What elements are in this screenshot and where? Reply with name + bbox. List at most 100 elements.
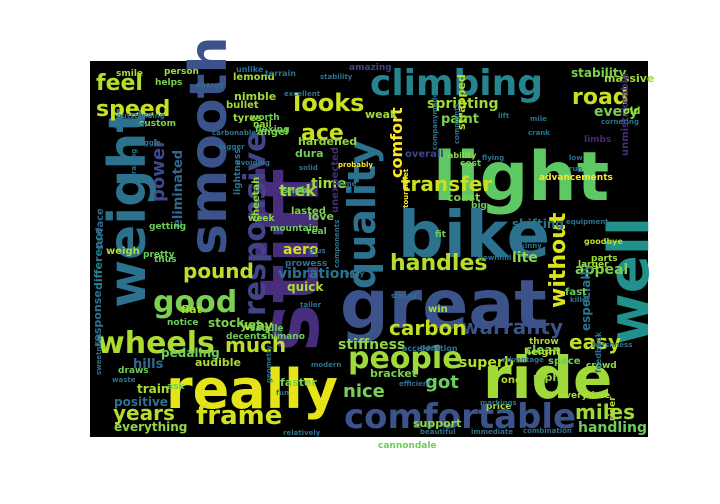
word-handling: handling (578, 420, 647, 436)
word-custom: custom (139, 119, 176, 129)
word-stiffness: stiffness (338, 337, 405, 353)
word-immediate: immediate (471, 428, 513, 436)
word-weigh: weigh (106, 246, 140, 257)
word-support: support (413, 417, 461, 430)
word-warranty: warranty (461, 315, 563, 339)
word-bullet: bullet (226, 100, 259, 111)
word-handles: handles (390, 251, 487, 276)
word-amazing: amazing (349, 63, 392, 73)
word-great: great (340, 266, 547, 345)
word-skinny: skinny (516, 242, 542, 250)
word-smile: smile (116, 69, 143, 79)
word-cost: cost (460, 159, 482, 169)
word-beautiful: beautiful (420, 428, 456, 436)
word-every: every (594, 104, 638, 120)
word-bracket: bracket (370, 367, 417, 380)
word-looks: looks (293, 89, 364, 117)
word-nail: nail (253, 120, 272, 130)
word-climbing: climbing (370, 63, 543, 104)
word-vibrations: vibrations (278, 266, 358, 282)
word-good: good (153, 285, 237, 320)
word-train: train (137, 382, 169, 396)
word-eddy: eddy (345, 270, 365, 278)
word-snob: snob (283, 186, 308, 196)
word-love: love (308, 210, 334, 223)
word-pedaling: pedaling (161, 346, 220, 360)
word-shifting: shifting (512, 217, 564, 231)
word-feel: feel (96, 71, 143, 96)
word-comments: comments (453, 103, 461, 144)
word-faster: faster (280, 376, 317, 389)
word-overall: overall (405, 149, 444, 160)
word-real: real (307, 227, 327, 237)
word-lemond: lemond (233, 72, 275, 83)
word-plus: plus (309, 247, 326, 255)
word-draws: draws (118, 366, 149, 376)
word-bike: bike (398, 199, 550, 273)
word-shimano: shimano (262, 332, 305, 342)
word-everything: everything (114, 420, 187, 434)
word-wheels: wheels (97, 326, 215, 361)
word-lasted: lasted (291, 206, 326, 217)
word-crowd: crowd (586, 361, 617, 371)
word-people: people (348, 341, 463, 376)
word-geometry: geometry (265, 345, 273, 383)
word-dura: dura (295, 147, 324, 160)
word-speed: speed (96, 97, 170, 122)
word-much: much (225, 333, 286, 357)
word-pretty: pretty (143, 250, 175, 260)
word-advantage: advantage (502, 356, 544, 364)
word-fit: fit (435, 230, 447, 240)
word-low: low (569, 154, 583, 162)
word-price: price (486, 402, 511, 412)
word-lift: lift (498, 112, 510, 120)
word-coast: coast (447, 191, 480, 204)
word-sweetness: sweetness (95, 333, 103, 375)
word-throw: throw (529, 337, 559, 347)
word-markings: markings (480, 399, 517, 407)
word-post: post (420, 343, 440, 352)
word-appeal: appeal (575, 262, 628, 278)
word-eliminated: eliminated (171, 150, 186, 228)
word-crank: crank (528, 129, 550, 137)
word-thus: thus (154, 255, 176, 265)
word-frame: frame (196, 401, 282, 431)
word-cheetah: cheetah (251, 177, 262, 222)
word-mountain: mountain (270, 224, 318, 234)
word-companymade: companymade (431, 92, 439, 150)
word-stability: stability (320, 73, 353, 81)
word-larger: larger (578, 260, 609, 270)
word-probably: probably (338, 161, 373, 169)
word-problem: problem (114, 121, 147, 129)
word-win: win (428, 304, 448, 315)
word-old: old (623, 106, 640, 117)
word-quick: quick (287, 280, 324, 294)
word-rider: rider (608, 396, 618, 421)
word-nice: nice (343, 381, 385, 402)
word-decents: decents (226, 332, 266, 342)
word-aero: aero (283, 242, 319, 258)
word-carbonable: carbonable (212, 129, 256, 137)
word-audible: audible (195, 356, 241, 369)
word-prowess: prowess (285, 259, 327, 269)
word-notice: notice (167, 318, 198, 328)
word-efficient: efficient (399, 380, 432, 388)
word-weak: weak (365, 108, 398, 121)
word-braking: braking (130, 149, 138, 179)
word-ability: ability (448, 151, 477, 160)
word-stiff: stiff (243, 168, 338, 352)
word-miles: miles (575, 400, 635, 424)
word-solid: solid (299, 164, 318, 172)
word-flying: flying (482, 154, 504, 162)
word-killer: killer (570, 296, 591, 304)
word-paint: paint (441, 112, 479, 127)
word-wiggle: wiggle (135, 139, 161, 147)
word-sprinting: sprinting (427, 96, 499, 112)
word-energy: energy (196, 81, 224, 89)
word-height: height (524, 347, 561, 358)
word-tyres: tyres (233, 113, 262, 124)
word-limbs: limbs (584, 135, 611, 145)
word-components: components (333, 220, 341, 268)
word-advancements: advancements (539, 173, 613, 183)
